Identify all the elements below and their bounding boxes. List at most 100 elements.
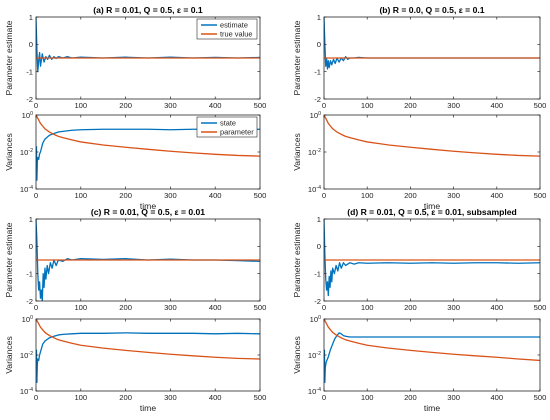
y-tick-label: 1 <box>317 13 321 22</box>
legend-label: state <box>220 119 236 128</box>
y-axis-label: Parameter estimate <box>292 222 302 297</box>
y-tick-label: 1 <box>29 13 33 22</box>
y-tick-label: 100 <box>22 315 33 324</box>
x-tick-label: 200 <box>119 303 132 312</box>
chart-panel-7: 0 100 200 300 400 500 10-4 10-2 100 time Variances <box>292 315 546 413</box>
y-tick-label: 10-4 <box>308 185 321 194</box>
chart-title: (a) R = 0.01, Q = 0.5, ε = 0.1 <box>93 5 203 15</box>
y-tick-label: -1 <box>314 67 321 76</box>
series-line-state <box>36 332 260 384</box>
y-tick-label: 10-2 <box>308 351 321 360</box>
y-tick-label: 10-4 <box>20 185 33 194</box>
chart-panel-6: 0 100 200 300 400 500 10-4 10-2 100 time Variances <box>4 315 266 413</box>
x-tick-label: 100 <box>361 101 374 110</box>
y-tick-label: 100 <box>22 111 33 120</box>
x-tick-label: 400 <box>490 191 503 200</box>
y-axis-label: Variances <box>292 336 302 374</box>
plot-area <box>324 115 540 189</box>
series-line-parameter <box>36 319 260 360</box>
x-tick-label: 100 <box>361 303 374 312</box>
axes-box <box>35 16 261 100</box>
x-tick-label: 100 <box>74 191 87 200</box>
y-tick-label: 100 <box>310 315 321 324</box>
x-axis-label: time <box>424 201 440 211</box>
axes-box <box>323 16 541 100</box>
x-tick-label: 300 <box>164 101 177 110</box>
x-tick-label: 100 <box>74 393 87 402</box>
x-tick-label: 300 <box>164 303 177 312</box>
y-tick-label: 10-2 <box>20 351 33 360</box>
y-tick-label: 10-2 <box>20 148 33 157</box>
x-tick-label: 500 <box>534 101 547 110</box>
y-tick-label: -2 <box>314 95 321 104</box>
series-line-parameter <box>324 319 540 362</box>
x-tick-label: 300 <box>447 101 460 110</box>
x-tick-label: 500 <box>254 191 267 200</box>
x-tick-label: 500 <box>534 303 547 312</box>
y-axis-label: Parameter estimate <box>4 222 14 297</box>
x-tick-label: 200 <box>119 191 132 200</box>
x-tick-label: 0 <box>34 393 38 402</box>
series-line-state <box>36 128 260 181</box>
x-tick-label: 0 <box>322 303 326 312</box>
series-line-estimate <box>324 219 540 297</box>
y-tick-label: 0 <box>317 40 321 49</box>
y-tick-label: 10-2 <box>308 148 321 157</box>
y-tick-label: 0 <box>29 40 33 49</box>
x-tick-label: 500 <box>534 393 547 402</box>
x-tick-label: 400 <box>209 101 222 110</box>
x-axis-label: time <box>424 403 440 413</box>
x-axis-label: time <box>140 403 156 413</box>
x-tick-label: 0 <box>34 191 38 200</box>
chart-panel-4: 0 100 200 300 400 500 -2 -1 0 1 (c) R = 0.01, Q = … <box>4 207 266 312</box>
y-axis-label: Parameter estimate <box>292 20 302 95</box>
x-tick-label: 400 <box>209 191 222 200</box>
x-axis-label: time <box>140 201 156 211</box>
chart-panel-2: 0 100 200 300 400 500 10-4 10-2 100 time Variances… <box>4 111 266 211</box>
legend-label: true value <box>220 30 252 39</box>
y-tick-label: -2 <box>26 95 33 104</box>
chart-title: (d) R = 0.01, Q = 0.5, ε = 0.01, subsamp… <box>347 207 517 217</box>
y-axis-label: Parameter estimate <box>4 20 14 95</box>
y-axis-label: Variances <box>4 336 14 374</box>
x-tick-label: 300 <box>447 191 460 200</box>
series-line-state <box>324 332 540 384</box>
axes-box <box>35 218 261 302</box>
x-tick-label: 400 <box>490 101 503 110</box>
y-axis-label: Variances <box>292 133 302 171</box>
x-tick-label: 400 <box>490 303 503 312</box>
axes-box <box>323 218 541 302</box>
chart-panel-3: 0 100 200 300 400 500 10-4 10-2 100 time Variances <box>292 111 546 211</box>
x-tick-label: 100 <box>361 191 374 200</box>
x-tick-label: 500 <box>254 303 267 312</box>
y-tick-label: 0 <box>317 242 321 251</box>
x-tick-label: 200 <box>119 101 132 110</box>
y-tick-label: 10-4 <box>20 387 33 396</box>
y-tick-label: 1 <box>317 215 321 224</box>
y-tick-label: 100 <box>310 111 321 120</box>
y-tick-label: -2 <box>314 297 321 306</box>
x-tick-label: 100 <box>74 101 87 110</box>
x-tick-label: 0 <box>322 101 326 110</box>
chart-panel-1: 0 100 200 300 400 500 -2 -1 0 1 (b) R = 0.0, Q = 0… <box>292 5 546 110</box>
y-tick-label: 10-4 <box>308 387 321 396</box>
x-tick-label: 200 <box>404 393 417 402</box>
chart-title: (c) R = 0.01, Q = 0.5, ε = 0.01 <box>91 207 205 217</box>
x-tick-label: 200 <box>404 303 417 312</box>
x-tick-label: 500 <box>254 393 267 402</box>
legend-label: parameter <box>220 128 254 137</box>
x-tick-label: 300 <box>447 303 460 312</box>
x-tick-label: 0 <box>34 101 38 110</box>
y-tick-label: -1 <box>314 269 321 278</box>
x-tick-label: 300 <box>164 393 177 402</box>
x-tick-label: 500 <box>534 191 547 200</box>
chart-panel-5: 0 100 200 300 400 500 -2 -1 0 1 (d) R = 0.01, Q = … <box>292 207 546 312</box>
y-axis-label: Variances <box>4 133 14 171</box>
x-tick-label: 200 <box>404 101 417 110</box>
x-tick-label: 200 <box>404 191 417 200</box>
x-tick-label: 400 <box>209 393 222 402</box>
legend-label: estimate <box>220 21 248 30</box>
